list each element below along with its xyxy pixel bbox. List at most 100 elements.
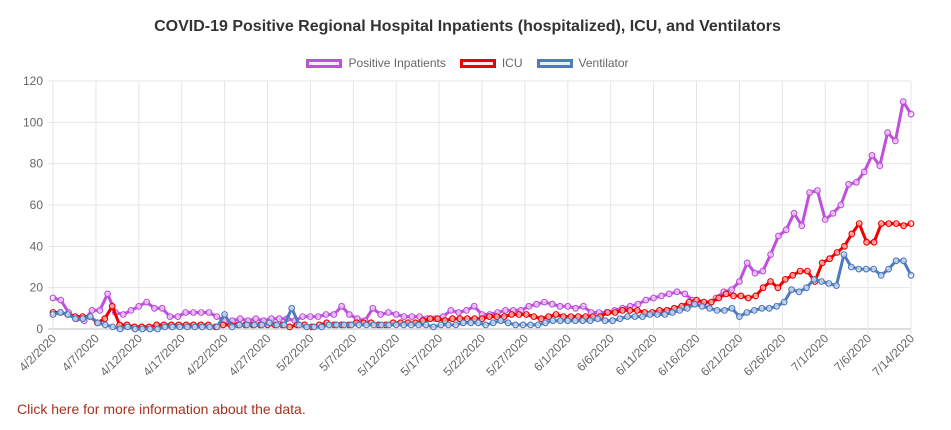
data-point-positive-inpatients <box>572 304 579 312</box>
data-point-positive-inpatients <box>275 315 283 323</box>
data-point-positive-inpatients <box>829 209 837 217</box>
data-point-ventilator <box>818 278 825 285</box>
data-point-positive-inpatients <box>174 313 182 321</box>
legend-item-positive-inpatients[interactable]: Positive Inpatients <box>306 56 446 70</box>
data-point-positive-inpatients <box>837 201 845 209</box>
data-point-positive-inpatients <box>798 222 806 230</box>
data-point-ventilator <box>758 304 766 312</box>
data-point-positive-inpatients <box>104 290 111 298</box>
data-point-ventilator <box>459 319 467 327</box>
data-point-positive-inpatients <box>876 162 884 170</box>
data-point-positive-inpatients <box>314 313 322 321</box>
data-point-positive-inpatients <box>447 307 455 314</box>
data-point-positive-inpatients <box>455 309 463 316</box>
data-point-ventilator <box>542 319 549 327</box>
data-point-positive-inpatients <box>751 269 759 277</box>
data-point-ventilator <box>579 317 587 325</box>
data-point-ventilator <box>79 315 87 323</box>
data-point-ventilator <box>743 309 751 316</box>
data-point-ventilator <box>855 265 863 273</box>
data-point-icu <box>552 311 560 318</box>
data-point-icu <box>219 321 227 329</box>
data-point-ventilator <box>482 321 490 329</box>
data-point-ventilator <box>721 307 728 314</box>
data-point-ventilator <box>713 307 721 314</box>
data-point-positive-inpatients <box>743 259 751 267</box>
data-point-ventilator <box>862 265 870 273</box>
data-point-positive-inpatients <box>307 313 314 321</box>
y-tick-label: 120 <box>23 74 43 88</box>
data-point-ventilator <box>318 323 326 331</box>
data-point-icu <box>759 284 767 292</box>
data-point-icu <box>885 220 893 228</box>
data-point-positive-inpatients <box>634 300 642 308</box>
data-point-positive-inpatients <box>299 313 307 321</box>
data-point-ventilator <box>653 311 661 318</box>
data-point-ventilator <box>191 323 199 331</box>
data-point-ventilator <box>609 317 616 325</box>
x-tick-label: 6/21/2020 <box>698 331 746 379</box>
data-point-ventilator <box>243 321 251 329</box>
data-point-ventilator <box>795 288 803 296</box>
data-point-icu <box>781 276 789 283</box>
x-tick-label: 7/6/2020 <box>831 331 874 374</box>
data-point-icu <box>515 311 523 318</box>
data-point-positive-inpatients <box>502 307 509 314</box>
data-point-icu <box>449 315 456 323</box>
data-point-ventilator <box>780 298 788 306</box>
data-info-link[interactable]: Click here for more information about th… <box>17 401 306 417</box>
data-point-icu <box>744 294 752 302</box>
data-point-ventilator <box>280 321 288 329</box>
data-point-positive-inpatients <box>767 251 774 259</box>
data-point-positive-inpatients <box>236 315 244 323</box>
data-point-positive-inpatients <box>642 296 650 304</box>
data-point-positive-inpatients <box>57 296 65 304</box>
data-point-positive-inpatients <box>775 232 782 240</box>
data-point-ventilator <box>295 321 303 329</box>
x-tick-label: 6/26/2020 <box>741 331 789 379</box>
data-point-icu <box>833 249 841 256</box>
data-point-ventilator <box>556 317 564 325</box>
data-point-positive-inpatients <box>49 294 57 302</box>
data-point-ventilator <box>877 271 885 279</box>
data-point-icu <box>752 292 760 300</box>
y-tick-label: 20 <box>30 281 44 295</box>
data-point-ventilator <box>765 304 773 312</box>
data-point-ventilator <box>415 321 423 329</box>
data-point-positive-inpatients <box>899 98 907 106</box>
data-point-ventilator <box>810 276 818 283</box>
data-point-ventilator <box>168 323 176 331</box>
data-point-ventilator <box>825 280 833 287</box>
data-point-icu <box>878 220 885 228</box>
legend-item-ventilator[interactable]: Ventilator <box>536 56 629 70</box>
data-point-positive-inpatients <box>463 307 470 314</box>
data-point-ventilator <box>564 317 572 325</box>
data-point-ventilator <box>639 313 646 321</box>
data-point-ventilator <box>706 304 713 312</box>
data-point-positive-inpatients <box>150 304 158 312</box>
data-point-positive-inpatients <box>892 137 899 145</box>
data-point-ventilator <box>57 309 64 316</box>
data-point-positive-inpatients <box>166 313 174 321</box>
legend-item-icu[interactable]: ICU <box>459 56 523 70</box>
data-point-ventilator <box>363 321 370 329</box>
data-point-ventilator <box>430 323 437 331</box>
x-tick-label: 7/14/2020 <box>869 331 917 379</box>
data-point-ventilator <box>206 323 214 331</box>
data-point-ventilator <box>124 323 131 331</box>
data-point-ventilator <box>273 321 281 329</box>
legend-swatch-ventilator <box>536 58 573 68</box>
data-point-positive-inpatients <box>189 309 197 316</box>
x-tick-label: 4/12/2020 <box>97 331 145 379</box>
data-point-icu <box>707 298 715 306</box>
x-tick-label: 4/17/2020 <box>140 331 188 379</box>
data-point-ventilator <box>504 319 512 327</box>
legend-swatch-positive-inpatients <box>306 58 343 68</box>
data-point-positive-inpatients <box>119 311 127 318</box>
data-point-icu <box>633 307 641 314</box>
data-point-ventilator <box>773 302 781 310</box>
data-point-icu <box>619 307 626 314</box>
data-point-positive-inpatients <box>650 294 657 302</box>
y-tick-label: 80 <box>30 157 44 171</box>
data-point-icu <box>500 313 508 321</box>
